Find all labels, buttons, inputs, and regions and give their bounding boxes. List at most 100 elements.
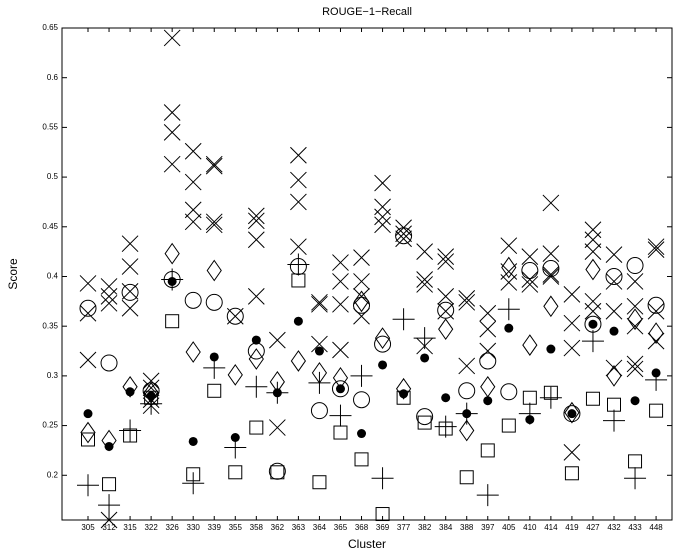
cross-marker [458,289,476,307]
plus-marker [581,330,604,353]
cross-marker [205,155,223,173]
diamond-marker [395,377,412,400]
x-tick-label: 382 [418,523,432,532]
square-marker [628,454,643,469]
square-marker [543,385,558,400]
cross-marker [584,231,602,249]
square-marker [291,273,306,288]
cross-marker [416,243,433,260]
cross-marker [584,302,602,320]
x-tick-label: 363 [292,523,306,532]
diamond-marker [501,256,517,279]
cross-marker [332,341,349,359]
diamond-marker [585,258,601,281]
dot-marker [83,409,93,419]
cross-marker [458,357,476,375]
plus-marker [603,409,625,432]
diamond-marker [480,375,496,398]
cross-marker [353,288,370,305]
plus-marker [497,298,520,321]
cross-marker [100,511,118,529]
plus-marker [77,474,99,497]
square-marker [354,452,369,467]
cross-marker [247,207,265,225]
cross-marker [184,213,202,231]
x-tick-label: 305 [81,523,95,532]
plus-marker [245,375,268,398]
dot-marker [567,409,577,419]
x-tick-label: 388 [460,523,474,532]
diamond-marker [122,375,138,398]
diamond-marker [290,350,307,372]
cross-marker [374,208,391,226]
square-marker [459,470,474,485]
y-tick-label: 0.55 [42,123,58,132]
dot-marker [462,409,472,419]
diamond-marker [459,419,475,442]
x-tick-label: 362 [271,523,285,532]
circle-marker [416,408,434,426]
y-axis-label: Score [6,258,20,290]
cross-marker [290,171,307,189]
x-tick-label: 433 [628,523,642,532]
cross-marker [479,342,497,360]
cross-marker [290,146,307,164]
diamond-marker [311,362,328,384]
square-marker [249,420,264,435]
cross-marker [437,302,455,320]
x-tick-label: 369 [376,523,390,532]
cross-marker [542,245,560,262]
square-marker [417,415,432,430]
square-marker [81,432,95,447]
dot-marker [504,323,514,333]
square-marker [312,475,327,490]
cross-marker [416,271,433,288]
y-tick-label: 0.4 [47,272,59,281]
dot-marker [251,335,261,345]
diamond-marker [564,401,580,424]
circle-marker [100,354,118,372]
square-marker [501,418,516,433]
cross-marker [290,238,307,256]
x-tick-label: 339 [208,523,222,532]
cross-marker [205,157,223,175]
cross-marker [311,293,328,311]
cross-marker [332,254,349,271]
diamond-marker [206,259,222,282]
plus-marker [476,484,499,507]
plus-marker [182,472,205,495]
y-tick-label: 0.45 [42,222,58,231]
dot-marker [335,384,345,394]
cross-marker [647,241,665,259]
cross-marker [395,230,412,248]
x-tick-label: 330 [187,523,201,532]
circle-marker [310,402,328,420]
diamond-marker [543,295,559,318]
dot-marker [272,388,282,398]
diamond-marker [353,290,370,313]
dot-marker [525,415,535,425]
y-tick-label: 0.6 [47,73,59,82]
cross-marker [563,286,581,303]
cross-marker [521,276,539,293]
circle-marker [458,382,476,400]
cross-marker [605,273,623,290]
plot-frame [61,27,673,521]
cross-marker [121,283,139,300]
diamond-marker [80,421,96,444]
dot-marker [609,326,619,336]
cross-marker [647,238,665,256]
square-marker [165,314,180,329]
dot-marker [167,276,177,286]
circle-marker [584,315,602,333]
dot-marker [230,433,240,443]
cross-marker [100,288,118,305]
cross-marker [163,104,181,121]
cross-marker [269,331,286,349]
x-tick-label: 364 [313,523,327,532]
cross-marker [626,297,644,315]
square-marker [438,421,453,436]
square-marker [480,443,495,458]
y-tick-label: 0.3 [47,371,59,380]
dot-marker [314,346,324,356]
